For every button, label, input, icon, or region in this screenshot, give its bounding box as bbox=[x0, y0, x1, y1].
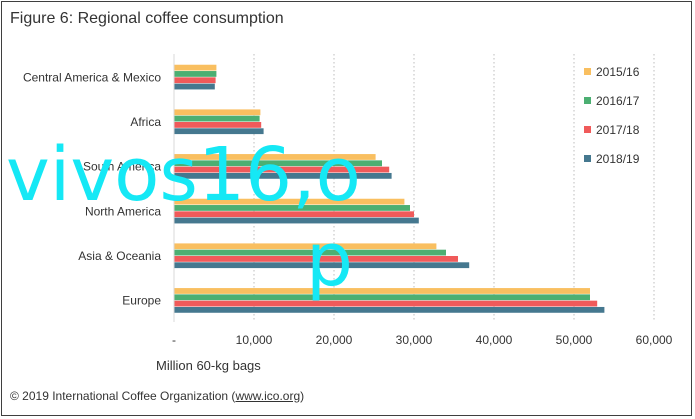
bar bbox=[174, 262, 470, 269]
bar bbox=[174, 249, 446, 256]
bar bbox=[174, 217, 419, 224]
bar bbox=[174, 198, 405, 205]
copyright-credit: © 2019 International Coffee Organization… bbox=[10, 389, 304, 403]
x-tick-label: 30,000 bbox=[396, 333, 433, 347]
bar bbox=[174, 128, 264, 135]
bar bbox=[174, 122, 262, 128]
legend-label: 2018/19 bbox=[596, 152, 640, 166]
legend-swatch bbox=[584, 155, 591, 162]
bar bbox=[174, 160, 382, 167]
legend-label: 2016/17 bbox=[596, 94, 640, 108]
bar bbox=[174, 109, 261, 116]
bar bbox=[174, 294, 590, 301]
x-axis-title: Million 60-kg bags bbox=[156, 358, 261, 373]
bar bbox=[174, 300, 598, 307]
bar bbox=[174, 83, 215, 90]
x-tick-label: 60,000 bbox=[636, 333, 673, 347]
legend: 2015/16 2016/17 2017/18 2018/19 bbox=[584, 65, 640, 166]
x-tick-label: 50,000 bbox=[556, 333, 593, 347]
bars bbox=[174, 64, 605, 313]
bar bbox=[174, 172, 392, 179]
bar bbox=[174, 205, 410, 211]
bar bbox=[174, 64, 217, 71]
x-tick-label: 10,000 bbox=[236, 333, 273, 347]
bar bbox=[174, 166, 390, 173]
legend-swatch bbox=[584, 126, 591, 133]
legend-swatch bbox=[584, 68, 591, 75]
axes: - 10,000 20,000 30,000 40,000 50,000 60,000 Cen… bbox=[23, 54, 673, 373]
legend-swatch bbox=[584, 97, 591, 104]
legend-label: 2017/18 bbox=[596, 123, 640, 137]
x-tick-label: - bbox=[172, 333, 176, 347]
bar bbox=[174, 211, 414, 218]
legend-label: 2015/16 bbox=[596, 65, 640, 79]
bar bbox=[174, 115, 260, 122]
bar bbox=[174, 243, 437, 250]
category-label: South America bbox=[83, 160, 161, 174]
x-tick-label: 20,000 bbox=[316, 333, 353, 347]
credit-text: © 2019 International Coffee Organization… bbox=[10, 389, 236, 403]
bar bbox=[174, 288, 590, 294]
category-label: North America bbox=[85, 204, 161, 218]
watermark-text-2: p bbox=[306, 217, 353, 303]
credit-close: ) bbox=[300, 389, 305, 403]
credit-link[interactable]: www.ico.org bbox=[235, 389, 301, 403]
category-label: Central America & Mexico bbox=[23, 70, 161, 84]
grid-lines bbox=[253, 54, 655, 322]
bar bbox=[174, 256, 458, 262]
category-label: Asia & Oceania bbox=[78, 249, 161, 263]
bar bbox=[174, 77, 216, 84]
bar bbox=[174, 306, 605, 313]
chart-title: Figure 6: Regional coffee consumption bbox=[10, 10, 284, 27]
watermark-text-1: vivos16,o bbox=[6, 132, 361, 218]
category-label: Europe bbox=[122, 294, 161, 308]
bar bbox=[174, 71, 217, 77]
category-label: Africa bbox=[130, 115, 161, 129]
x-tick-label: 40,000 bbox=[476, 333, 513, 347]
bar bbox=[174, 154, 376, 160]
